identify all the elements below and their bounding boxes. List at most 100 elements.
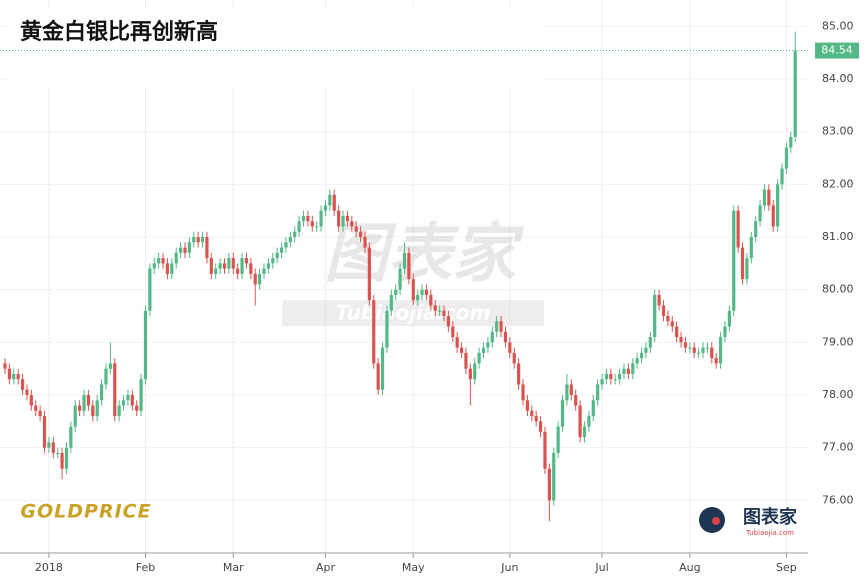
y-tick-label: 80.00	[822, 283, 854, 296]
candle-body	[574, 395, 578, 406]
candles	[3, 31, 797, 522]
candle-body	[165, 263, 170, 274]
candle-body	[170, 263, 174, 274]
candle-body	[749, 237, 753, 259]
candle-body	[666, 316, 670, 322]
candle-body	[547, 468, 551, 501]
candle-body	[376, 363, 380, 390]
y-tick-label: 77.00	[822, 441, 854, 454]
candle-body	[161, 258, 165, 264]
candle-body	[398, 268, 402, 290]
candle-body	[688, 347, 692, 349]
candle-body	[582, 426, 587, 438]
candle-body	[187, 242, 191, 253]
candle-body	[644, 347, 648, 353]
candle-body	[12, 373, 16, 380]
candle-body	[205, 237, 209, 259]
candle-body	[389, 294, 393, 311]
candle-body	[776, 184, 780, 227]
candle-body	[293, 231, 297, 237]
candle-body	[16, 373, 20, 380]
candle-body	[113, 363, 117, 417]
candle-body	[771, 205, 775, 227]
candle-body	[380, 347, 385, 390]
candle-body	[214, 268, 218, 274]
candle-body	[503, 331, 508, 343]
chart-title: 黄金白银比再创新高	[20, 19, 218, 45]
candle-body	[297, 221, 301, 232]
candle-body	[86, 395, 91, 406]
candle-body	[618, 373, 622, 380]
candle-body	[556, 426, 560, 453]
candle-body	[104, 368, 108, 385]
candle-body	[275, 252, 279, 259]
candle-body	[350, 221, 354, 227]
candle-body	[227, 258, 231, 269]
candle-body	[455, 337, 459, 348]
candle-body	[69, 426, 73, 448]
candle-body	[95, 400, 99, 417]
candle-body	[60, 452, 64, 469]
candle-body	[486, 342, 490, 348]
candle-body	[569, 384, 573, 395]
x-tick-label: Aug	[679, 561, 700, 574]
candle-body	[284, 242, 288, 248]
candle-body	[679, 337, 683, 343]
x-tick-label: Apr	[316, 561, 336, 574]
candle-body	[56, 452, 60, 454]
brand-right-icon-dot	[712, 517, 720, 525]
candle-body	[20, 379, 25, 390]
x-tick-label: Feb	[136, 561, 155, 574]
candle-body	[424, 289, 429, 295]
candle-body	[328, 194, 332, 206]
y-tick-label: 76.00	[822, 493, 854, 506]
candle-body	[121, 400, 126, 406]
title-box	[6, 8, 544, 88]
candle-body	[442, 310, 446, 316]
candle-body	[262, 268, 266, 274]
candle-body	[29, 395, 33, 406]
candle-body	[635, 358, 639, 364]
candle-body	[38, 410, 42, 417]
candle-body	[451, 326, 455, 338]
candle-body	[657, 294, 661, 306]
candle-body	[705, 347, 709, 349]
watermark-name: 图表家	[324, 218, 525, 292]
candle-body	[477, 352, 481, 364]
candle-body	[148, 268, 152, 311]
candle-body	[341, 215, 345, 227]
candle-body	[508, 342, 512, 353]
x-tick-label: 2018	[35, 561, 63, 574]
candle-body	[653, 294, 657, 338]
candle-body	[745, 258, 749, 280]
candle-body	[692, 347, 696, 353]
candle-body	[416, 294, 420, 301]
candle-body	[793, 50, 797, 137]
y-tick-label: 84.00	[822, 72, 854, 85]
candle-body	[710, 347, 714, 359]
brand-right-url: Tubiaojia.com	[745, 529, 794, 537]
candle-body	[253, 273, 257, 285]
candle-body	[301, 215, 306, 222]
candle-body	[754, 221, 758, 237]
candle-body	[25, 389, 29, 395]
y-tick-label: 83.00	[822, 125, 854, 138]
x-tick-label: Jul	[594, 561, 608, 574]
candle-body	[244, 258, 249, 264]
candle-body	[126, 395, 130, 401]
candle-body	[337, 210, 341, 227]
candle-body	[139, 379, 143, 411]
candle-body	[174, 252, 178, 264]
candle-body	[530, 410, 534, 417]
candle-body	[78, 405, 82, 411]
x-tick-label: May	[402, 561, 425, 574]
candle-body	[517, 363, 521, 385]
candle-body	[271, 258, 275, 264]
candle-body	[525, 400, 530, 411]
candle-body	[473, 363, 477, 380]
candle-body	[402, 252, 407, 269]
candle-body	[587, 416, 591, 427]
candle-body	[315, 226, 319, 228]
candle-body	[135, 405, 139, 411]
